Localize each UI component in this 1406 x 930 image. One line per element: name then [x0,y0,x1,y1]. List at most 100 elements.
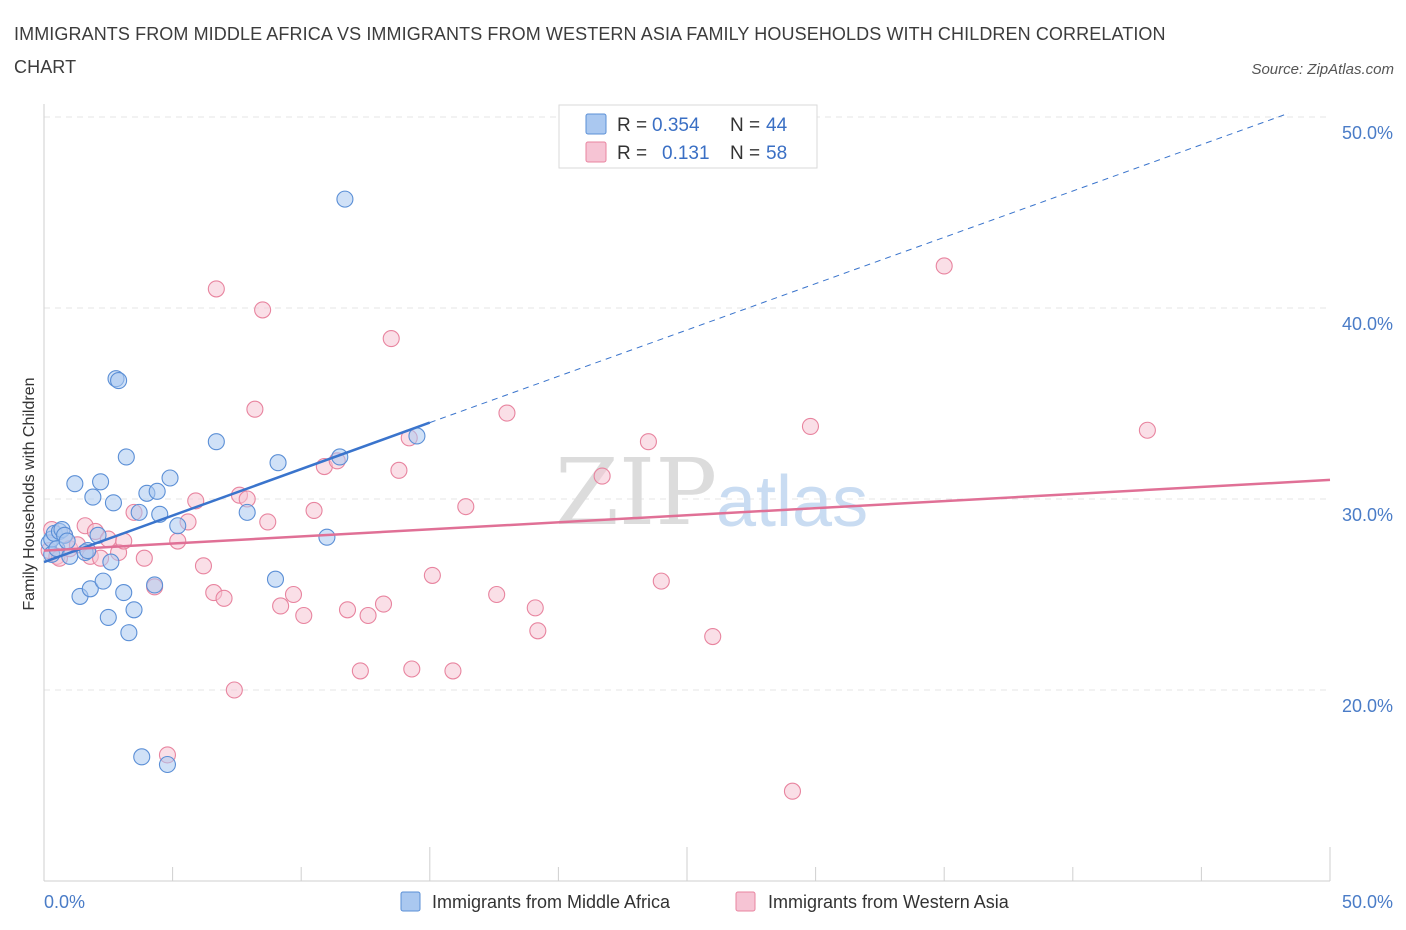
western-asia-point [529,622,547,640]
western-asia-point [783,782,802,800]
middle-africa-point [125,601,143,619]
legend-swatch-blue [585,113,607,135]
western-asia-point [225,681,243,699]
middle-africa-point [269,454,287,472]
western-asia-point [390,461,408,479]
middle-africa-point [110,372,128,390]
source-label: Source: ZipAtlas.com [1251,61,1394,78]
legend-r-value-pink: 0.131 [662,143,710,164]
legend-n-value-pink: 58 [766,143,787,164]
western-asia-point [272,597,290,615]
western-asia-point [374,595,393,613]
middle-africa-point [318,528,336,546]
middle-africa-point [169,517,187,535]
legend-n-value-blue: 44 [766,115,788,136]
legend-n-label-pink: N = [730,143,760,164]
western-asia-point [935,257,953,275]
western-asia-point [488,585,506,604]
western-asia-point [246,400,264,418]
y-tick-label-30: 30.0% [1342,505,1393,525]
grid-lines [44,116,1330,691]
middle-africa-points [40,190,426,774]
middle-africa-point [102,553,120,571]
middle-africa-point [238,503,256,521]
middle-africa-point [158,755,177,774]
western-asia-point [305,501,323,520]
y-tick-label-40: 40.0% [1342,314,1393,334]
legend-r-label-blue: R = [617,115,647,136]
middle-africa-point [161,469,179,487]
western-asia-point [351,662,369,680]
legend-r-value-blue: 0.354 [652,115,700,136]
middle-africa-trend-extension [429,112,1290,424]
watermark-zip: ZIP [555,439,717,546]
western-asia-point [423,566,441,584]
axes [43,104,1331,882]
western-asia-trend-line [43,478,1331,552]
watermark-atlas: atlas [716,462,868,542]
trend-lines [43,112,1331,564]
western-asia-point [295,606,313,625]
x-tick-label-min: 0.0% [44,892,85,912]
middle-africa-trend-line [43,421,431,564]
western-asia-point [1138,421,1156,439]
middle-africa-point [130,503,148,521]
correlation-legend: R = 0.354 N = 44 R = 0.131 N = 58 [558,104,818,169]
western-asia-point [652,572,670,590]
western-asia-point [801,417,820,435]
middle-africa-point [115,584,133,602]
bottom-legend-label-pink: Immigrants from Western Asia [768,892,1010,912]
legend-swatch-pink [585,141,607,163]
western-asia-point [194,557,213,575]
legend-r-label-pink: R = [617,143,647,164]
western-asia-point [457,498,475,516]
middle-africa-point [99,608,117,626]
bottom-legend-swatch-blue [400,891,421,912]
western-asia-point [215,589,233,607]
middle-africa-point [146,576,164,594]
western-asia-point [338,601,357,619]
bottom-legend-swatch-pink [735,891,756,912]
middle-africa-point [207,433,225,451]
western-asia-point [169,532,187,550]
middle-africa-point [58,532,76,550]
western-asia-point [259,513,277,531]
western-asia-point [498,404,516,422]
middle-africa-point [66,475,84,493]
middle-africa-point [120,624,138,642]
middle-africa-point [94,572,112,590]
western-asia-point [526,599,544,617]
western-asia-point [382,330,400,348]
bottom-legend-label-blue: Immigrants from Middle Africa [432,892,671,912]
western-asia-point [359,606,377,625]
series-legend: Immigrants from Middle Africa Immigrants… [400,891,1010,912]
middle-africa-point [133,748,151,766]
y-tick-label-50: 50.0% [1342,123,1393,143]
middle-africa-point [117,448,135,466]
western-asia-point [284,585,303,604]
y-tick-label-20: 20.0% [1342,696,1393,716]
western-asia-point [639,433,657,451]
watermark: ZIP atlas [555,439,868,546]
legend-n-label-blue: N = [730,115,760,136]
western-asia-point [135,549,153,567]
middle-africa-point [148,482,166,500]
chart-title: IMMIGRANTS FROM MIDDLE AFRICA VS IMMIGRA… [14,24,1166,77]
y-axis-label: Family Households with Children [21,378,38,611]
western-asia-point [403,660,421,678]
western-asia-point [254,301,272,319]
western-asia-point [207,280,225,298]
western-asia-point [593,467,611,485]
western-asia-point [704,627,722,646]
y-tick-labels: 20.0% 30.0% 40.0% 50.0% [1342,123,1393,716]
middle-africa-point [81,580,99,598]
middle-africa-point [336,190,354,208]
middle-africa-point [266,570,285,588]
western-asia-point [444,662,462,680]
x-tick-label-max: 50.0% [1342,892,1393,912]
middle-africa-point [104,494,122,512]
middle-africa-point [84,488,102,506]
middle-africa-point [92,473,110,491]
x-tick-labels: 0.0% 50.0% [44,892,1393,912]
